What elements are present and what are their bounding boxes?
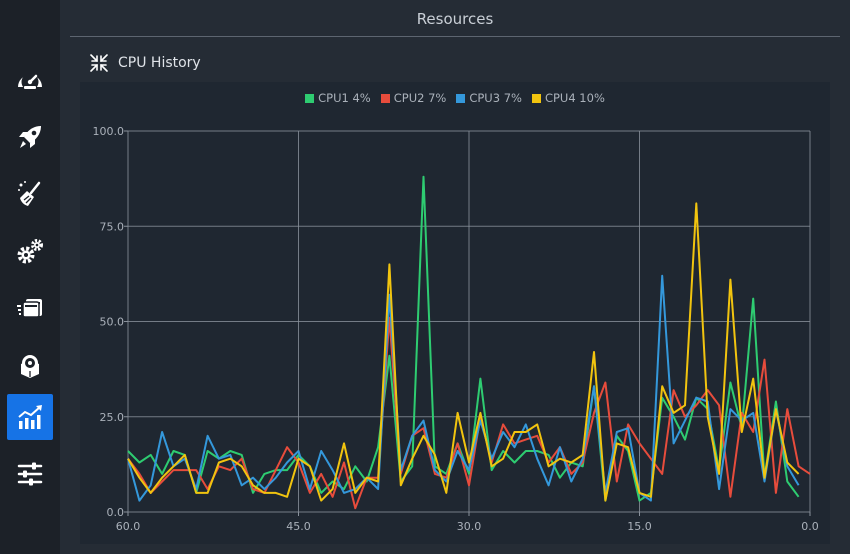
x-tick-label: 15.0	[627, 520, 652, 533]
x-tick-label: 60.0	[116, 520, 141, 533]
x-tick-label: 45.0	[286, 520, 311, 533]
x-tick-label: 30.0	[457, 520, 482, 533]
y-tick-label: 0.0	[107, 506, 125, 519]
cpu-history-chart: 0.0 25.0 50.0 75.0 100.0 60.0 45.0 30.0 15.0 0.0	[0, 0, 850, 554]
x-tick-label: 0.0	[801, 520, 819, 533]
y-tick-label: 50.0	[100, 316, 125, 329]
y-tick-label: 25.0	[100, 411, 125, 424]
y-tick-label: 100.0	[93, 125, 125, 138]
y-tick-label: 75.0	[100, 220, 125, 233]
